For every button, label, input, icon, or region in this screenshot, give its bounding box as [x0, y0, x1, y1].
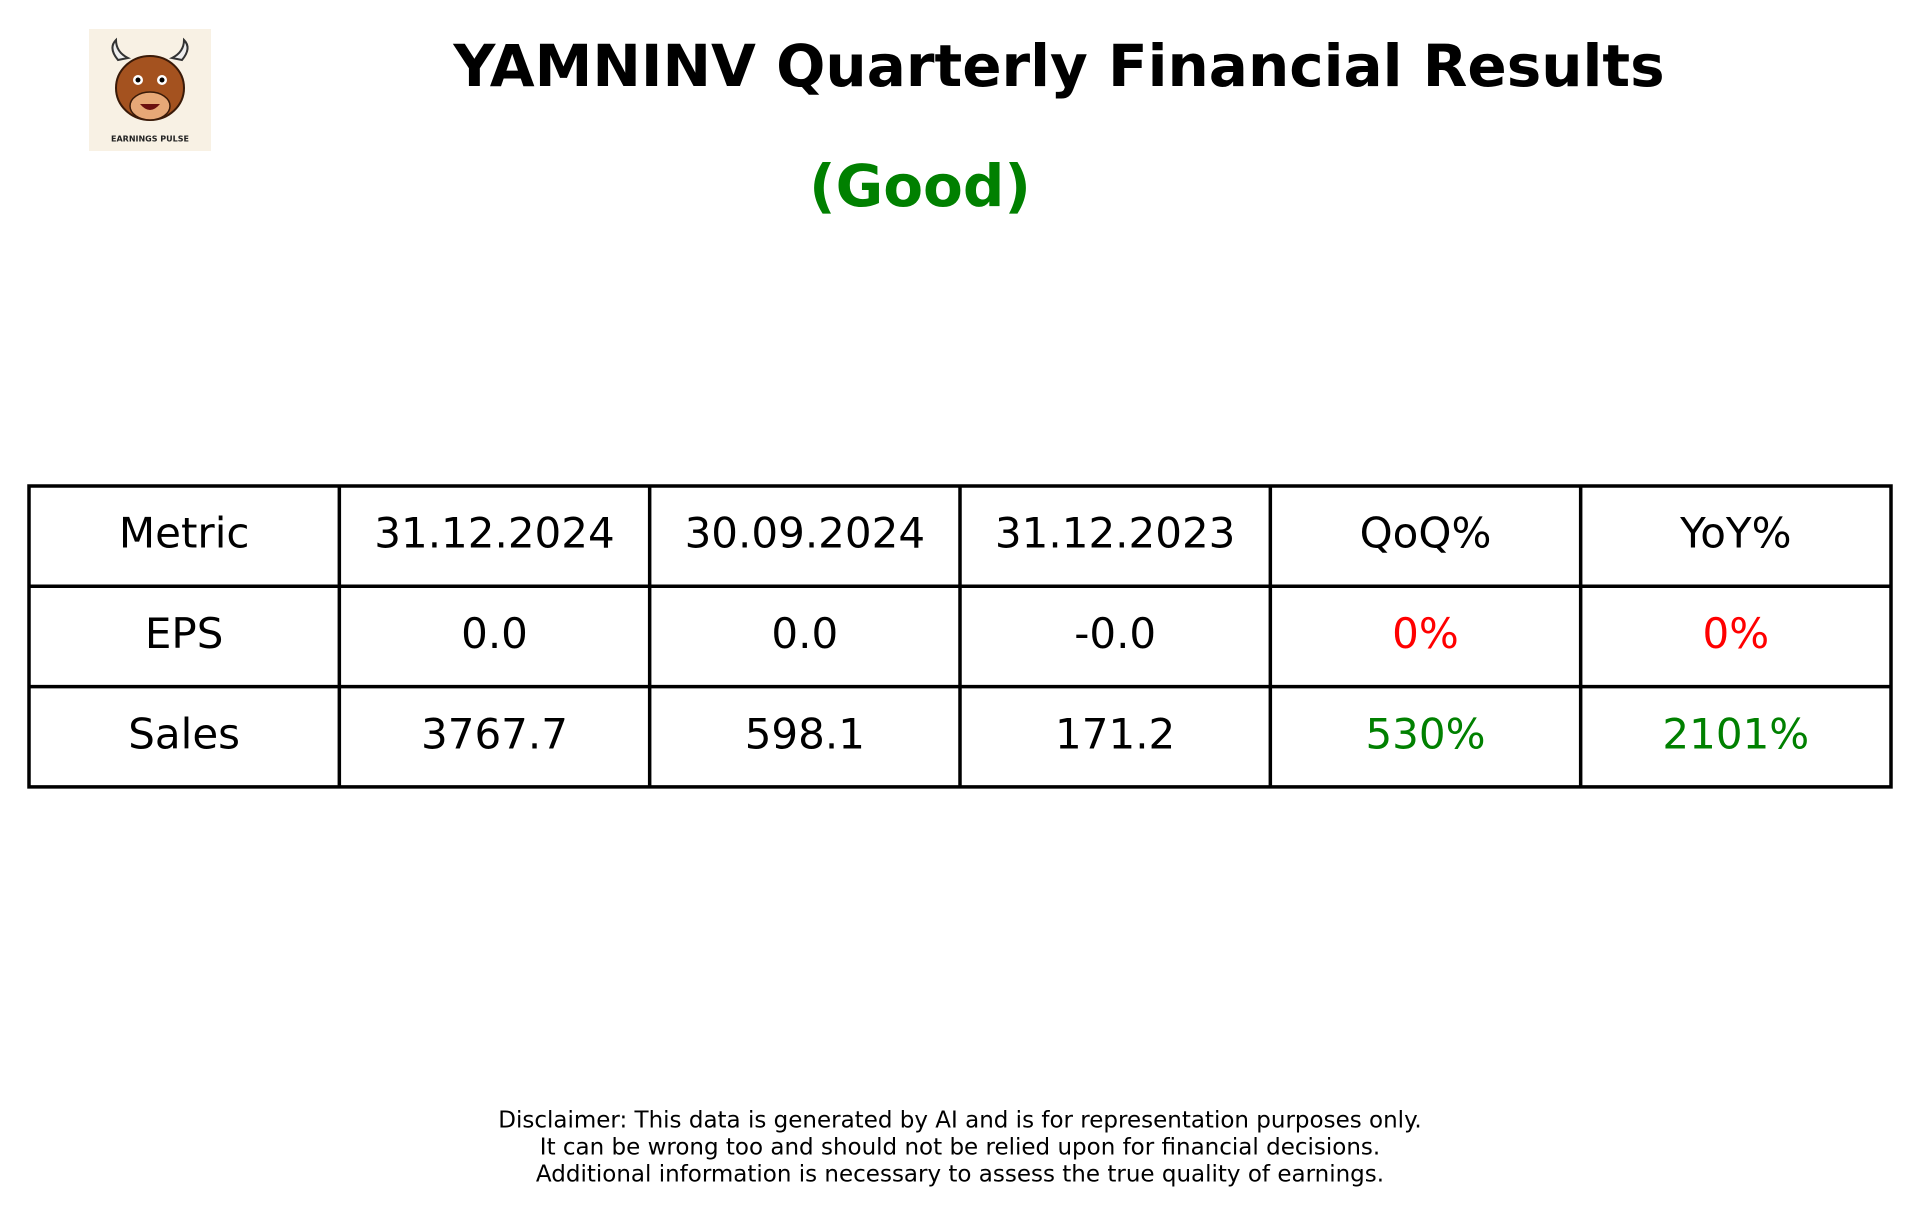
header-cell: Metric: [119, 509, 250, 558]
disclaimer: Disclaimer: This data is generated by AI…: [498, 1108, 1421, 1188]
header-cell: QoQ%: [1360, 509, 1492, 558]
table-cell: -0.0: [1074, 609, 1156, 658]
table-cell: EPS: [145, 609, 224, 658]
rating: (Good): [809, 152, 1031, 220]
disclaimer-line: Additional information is necessary to a…: [536, 1162, 1384, 1188]
header-cell: 30.09.2024: [685, 509, 925, 558]
table-cell: 171.2: [1055, 709, 1175, 758]
header-cell: 31.12.2024: [374, 509, 614, 558]
table-cell: 0%: [1392, 609, 1459, 658]
disclaimer-line: It can be wrong too and should not be re…: [540, 1135, 1380, 1161]
header-cell: YoY%: [1679, 509, 1791, 558]
table-cell: 2101%: [1662, 709, 1809, 758]
table-cell: 0%: [1703, 609, 1770, 658]
table-cell: 598.1: [745, 709, 865, 758]
logo-text: EARNINGS PULSE: [111, 135, 189, 144]
header-cell: 31.12.2023: [995, 509, 1235, 558]
title: YAMNINV Quarterly Financial Results: [452, 32, 1664, 100]
logo: EARNINGS PULSE: [89, 29, 211, 151]
table-cell: 3767.7: [421, 709, 568, 758]
table-cell: Sales: [128, 709, 240, 758]
disclaimer-line: Disclaimer: This data is generated by AI…: [498, 1108, 1421, 1134]
table: Metric 31.12.2024 30.09.2024 31.12.2023 QoQ%…: [27, 484, 1893, 789]
table-cell: 530%: [1365, 709, 1485, 758]
table-cell: 0.0: [461, 609, 528, 658]
table-cell: 0.0: [771, 609, 838, 658]
